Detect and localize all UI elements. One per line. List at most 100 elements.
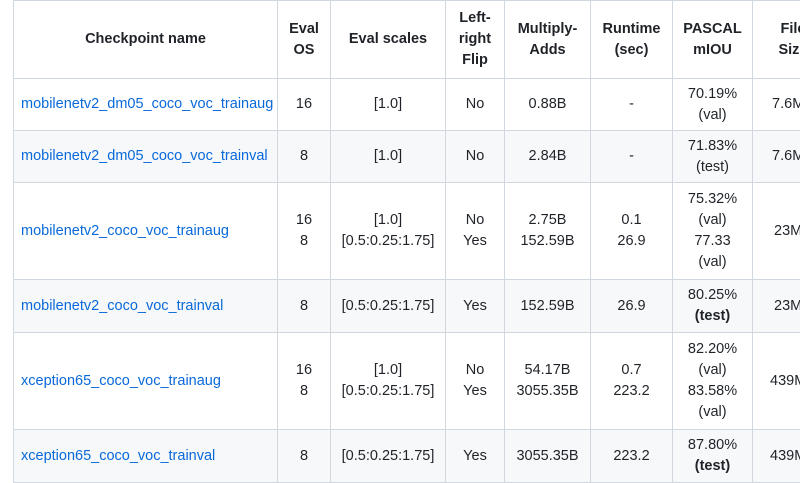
eval-scales-cell: [1.0] xyxy=(330,130,446,183)
miou-cell: 71.83% (test) xyxy=(672,130,753,183)
multiply-adds-cell: 54.17B 3055.35B xyxy=(504,332,591,430)
header-eval-scales: Eval scales xyxy=(330,0,446,79)
cell-line: 152.59B xyxy=(520,297,575,314)
cell-line: 3055.35B xyxy=(516,383,579,399)
cell-line: 71.83% xyxy=(687,137,738,154)
multiply-adds-cell: 3055.35B xyxy=(504,429,591,483)
file-size-cell: 7.6MB xyxy=(752,130,800,183)
cell-line: Yes xyxy=(463,447,487,464)
eval-os-cell: 16 8 xyxy=(277,332,331,430)
cell-line: 8 xyxy=(299,233,309,249)
checkpoint-link[interactable]: xception65_coco_voc_trainval xyxy=(21,447,216,464)
checkpoints-table: Checkpoint name Eval OS Eval scales Left… xyxy=(13,0,800,483)
checkpoint-name-cell: xception65_coco_voc_trainval xyxy=(13,429,278,483)
cell-line: (val) xyxy=(698,362,727,378)
table-row: mobilenetv2_coco_voc_trainaug 16 8 [1.0]… xyxy=(13,182,800,280)
cell-line: 223.2 xyxy=(613,383,650,399)
cell-line: 8 xyxy=(299,148,309,164)
table-row: mobilenetv2_coco_voc_trainval 8 [0.5:0.2… xyxy=(13,279,800,333)
cell-line: Yes xyxy=(463,233,487,249)
cell-line: 3055.35B xyxy=(516,447,579,464)
table-row: xception65_coco_voc_trainaug 16 8 [1.0] … xyxy=(13,332,800,430)
cell-line: 16 xyxy=(295,212,313,228)
checkpoint-name-cell: mobilenetv2_dm05_coco_voc_trainaug xyxy=(13,78,278,131)
cell-line: 8 xyxy=(299,447,309,464)
cell-line: 26.9 xyxy=(617,297,646,314)
eval-os-cell: 8 xyxy=(277,279,331,333)
header-file-size: File Size xyxy=(752,0,800,79)
cell-line: 87.80% xyxy=(687,437,738,453)
eval-os-cell: 16 xyxy=(277,78,331,131)
multiply-adds-cell: 2.84B xyxy=(504,130,591,183)
header-line: mIOU xyxy=(693,41,732,58)
flip-cell: Yes xyxy=(445,279,505,333)
cell-line: 75.32% xyxy=(687,191,738,207)
cell-line: 82.20% xyxy=(687,341,738,357)
header-pascal-miou: PASCAL mIOU xyxy=(672,0,753,79)
cell-line: 223.2 xyxy=(613,447,650,464)
checkpoint-link[interactable]: mobilenetv2_coco_voc_trainaug xyxy=(21,222,229,239)
cell-line: 0.88B xyxy=(528,96,567,112)
runtime-cell: - xyxy=(590,78,673,131)
checkpoint-name-cell: mobilenetv2_coco_voc_trainval xyxy=(13,279,278,333)
table-row: xception65_coco_voc_trainval 8 [0.5:0.25… xyxy=(13,429,800,483)
miou-cell: 87.80% (test) xyxy=(672,429,753,483)
eval-scales-cell: [1.0] [0.5:0.25:1.75] xyxy=(330,182,446,280)
header-checkpoint-name: Checkpoint name xyxy=(13,0,278,79)
header-line: OS xyxy=(293,41,315,58)
cell-line: 0.7 xyxy=(621,362,642,378)
cell-line: (val) xyxy=(698,254,727,270)
cell-line: - xyxy=(629,148,634,164)
checkpoint-name-cell: mobilenetv2_coco_voc_trainaug xyxy=(13,182,278,280)
flip-cell: No xyxy=(445,130,505,183)
cell-line: (test) xyxy=(695,158,730,175)
cell-line: 8 xyxy=(299,297,309,314)
multiply-adds-cell: 0.88B xyxy=(504,78,591,131)
header-line: Multiply- xyxy=(517,20,578,37)
cell-line: 80.25% xyxy=(687,287,738,303)
cell-line: 83.58% xyxy=(687,383,738,399)
cell-line: 26.9 xyxy=(617,233,646,249)
header-line: Eval xyxy=(289,20,319,37)
cell-line: 2.84B xyxy=(528,148,567,164)
cell-line: 0.1 xyxy=(621,212,642,228)
cell-line: - xyxy=(629,96,634,112)
miou-cell: 70.19% (val) xyxy=(672,78,753,131)
cell-line: 8 xyxy=(299,383,309,399)
checkpoint-link[interactable]: mobilenetv2_coco_voc_trainval xyxy=(21,297,224,314)
eval-os-cell: 8 xyxy=(277,130,331,183)
header-line: Size xyxy=(778,41,800,58)
cell-line: (val) xyxy=(698,212,727,228)
cell-line: 77.33 xyxy=(694,233,731,249)
cell-line: 54.17B xyxy=(524,362,571,378)
cell-line: No xyxy=(465,362,485,378)
file-size-cell: 23MB xyxy=(752,182,800,280)
header-line: File xyxy=(780,20,800,37)
cell-line: [1.0] xyxy=(373,362,403,378)
header-runtime: Runtime (sec) xyxy=(590,0,673,79)
checkpoint-link[interactable]: mobilenetv2_dm05_coco_voc_trainval xyxy=(21,148,268,164)
file-size-cell: 23MB xyxy=(752,279,800,333)
cell-line: [1.0] xyxy=(373,96,403,112)
header-line: PASCAL xyxy=(683,20,742,37)
eval-scales-cell: [0.5:0.25:1.75] xyxy=(330,279,446,333)
cell-line: No xyxy=(465,212,485,228)
cell-line: [0.5:0.25:1.75] xyxy=(341,447,435,464)
cell-line: 70.19% xyxy=(687,85,738,102)
cell-line: (test) xyxy=(694,458,731,474)
header-multiply-adds: Multiply- Adds xyxy=(504,0,591,79)
cell-line: 2.75B xyxy=(528,212,567,228)
runtime-cell: - xyxy=(590,130,673,183)
cell-line: No xyxy=(465,148,485,164)
eval-scales-cell: [1.0] [0.5:0.25:1.75] xyxy=(330,332,446,430)
table-row: mobilenetv2_dm05_coco_voc_trainval 8 [1.… xyxy=(13,130,800,183)
checkpoint-link[interactable]: mobilenetv2_dm05_coco_voc_trainaug xyxy=(21,96,274,112)
cell-line: Yes xyxy=(463,297,487,314)
cell-line: [0.5:0.25:1.75] xyxy=(341,297,435,314)
cell-line: [0.5:0.25:1.75] xyxy=(341,233,435,249)
header-left-right-flip: Left- right Flip xyxy=(445,0,505,79)
checkpoint-link[interactable]: xception65_coco_voc_trainaug xyxy=(21,372,221,389)
flip-cell: No xyxy=(445,78,505,131)
checkpoint-name-cell: xception65_coco_voc_trainaug xyxy=(13,332,278,430)
eval-os-cell: 16 8 xyxy=(277,182,331,280)
